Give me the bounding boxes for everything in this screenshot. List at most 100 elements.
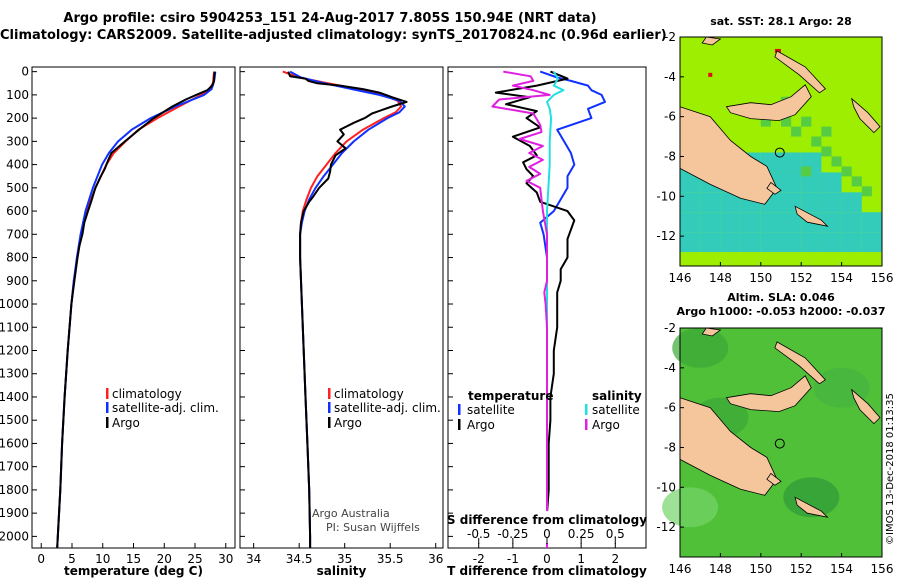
- depth-tick-label: 1900: [0, 506, 29, 520]
- x-axis-label: T difference from climatology: [447, 564, 647, 578]
- x-tick-label: 35.5: [377, 552, 404, 566]
- sst-cell: [760, 116, 771, 127]
- lon-tick-label: 150: [749, 562, 772, 576]
- depth-tick-label: 100: [6, 88, 29, 102]
- difference-panel: -2 -1 0 1 2T difference from climatology S di…: [447, 66, 647, 578]
- x-tick-label: 35: [337, 552, 352, 566]
- sst-cell: [841, 212, 862, 233]
- x-tick-label: 5: [68, 552, 76, 566]
- sst-cell: [700, 232, 721, 253]
- legend-label: satellite: [592, 403, 640, 417]
- land-mass: [774, 50, 827, 94]
- sst-cell: [781, 212, 802, 233]
- legend-label: climatology: [334, 387, 404, 401]
- x-tick-label: 0: [37, 552, 45, 566]
- series-line-climatology: [282, 70, 403, 548]
- x-tick-label: 25: [187, 552, 202, 566]
- depth-tick-label: 600: [6, 204, 29, 218]
- map-frame: [679, 327, 883, 558]
- sst-cell: [811, 136, 822, 147]
- land-mass: [851, 388, 881, 425]
- s-axis-tick-label: 0.25: [568, 527, 595, 541]
- sst-cell: [680, 172, 701, 193]
- lat-tick-label: -4: [664, 361, 676, 375]
- sst-cell: [851, 176, 862, 187]
- sst-hot-cell: [774, 48, 781, 53]
- depth-tick-label: 2000: [0, 529, 29, 543]
- sst-cell: [801, 166, 812, 177]
- x-axis-label: temperature (deg C): [64, 564, 203, 578]
- sst-cell: [831, 156, 842, 167]
- legend-swatch: [585, 419, 588, 430]
- depth-tick-label: 1700: [0, 460, 29, 474]
- sst-cell: [821, 212, 842, 233]
- credit-line-2: PI: Susan Wijffels: [326, 521, 420, 534]
- depth-tick-label: 1400: [0, 390, 29, 404]
- x-tick-label: 20: [157, 552, 172, 566]
- sst-cell: [720, 232, 741, 253]
- lat-tick-label: -10: [656, 189, 676, 203]
- argo-float-marker: [774, 147, 785, 158]
- x-tick-label: 36: [428, 552, 443, 566]
- sst-cell: [720, 212, 741, 233]
- salinity-panel: 34 34.5 35 35.5 36 salinity climatologysatelli…: [239, 66, 444, 578]
- figure-title-line-2: Climatology: CARS2009. Satellite-adjuste…: [0, 28, 667, 43]
- sst-cell: [821, 192, 842, 213]
- legend-swatch: [458, 404, 461, 415]
- x-tick-label: -1: [507, 552, 519, 566]
- lon-tick-label: 148: [709, 562, 732, 576]
- legend-label: Argo: [592, 418, 620, 432]
- sst-cell: [720, 192, 741, 213]
- sst-cell: [680, 232, 701, 253]
- legend-swatch: [106, 388, 109, 399]
- map-frame: [679, 36, 883, 267]
- series-line-satellite-adj-clim-: [56, 71, 217, 549]
- sst-cell: [801, 192, 822, 213]
- credit-line-1: Argo Australia: [312, 507, 390, 520]
- sst-cell: [821, 172, 842, 193]
- sst-cell: [680, 212, 701, 233]
- s-axis-title: S difference from climatology: [447, 513, 647, 527]
- lat-tick-label: -12: [656, 520, 676, 534]
- lat-tick-label: -12: [656, 229, 676, 243]
- legend-label: satellite-adj. clim.: [112, 401, 219, 415]
- depth-tick-label: 1100: [0, 320, 29, 334]
- x-tick-label: 15: [126, 552, 141, 566]
- land-mass: [766, 181, 782, 195]
- lat-tick-label: -8: [664, 440, 676, 454]
- legend-label: climatology: [112, 387, 182, 401]
- legend-label: satellite: [467, 403, 515, 417]
- sst-cell: [801, 232, 822, 253]
- legend-swatch: [106, 417, 109, 428]
- lat-tick-label: -2: [664, 321, 676, 335]
- lat-tick-label: -2: [664, 30, 676, 44]
- plot-frame: [239, 66, 444, 549]
- depth-tick-label: 1200: [0, 343, 29, 357]
- x-tick-label: 34.5: [286, 552, 313, 566]
- series-line-s-argo: [491, 70, 551, 548]
- sst-cell: [680, 192, 701, 213]
- sst-cell: [740, 232, 761, 253]
- legend-swatch: [328, 402, 331, 413]
- legend-label: Argo: [112, 416, 140, 430]
- land-mass: [794, 205, 829, 227]
- legend-swatch: [458, 419, 461, 430]
- sst-cell: [700, 192, 721, 213]
- depth-tick-label: 700: [6, 227, 29, 241]
- series-line-argo: [56, 71, 216, 549]
- sla-patch: [783, 477, 840, 518]
- sst-cell: [760, 232, 781, 253]
- lon-tick-label: 148: [709, 271, 732, 285]
- x-tick-label: 1: [577, 552, 585, 566]
- x-axis-label: salinity: [317, 564, 367, 578]
- sst-cell: [740, 212, 761, 233]
- sst-hot-cell: [708, 72, 713, 77]
- legend-swatch: [106, 402, 109, 413]
- lon-tick-label: 152: [790, 562, 813, 576]
- lon-tick-label: 150: [749, 271, 772, 285]
- depth-tick-label: 200: [6, 111, 29, 125]
- lon-tick-label: 146: [669, 271, 692, 285]
- depth-tick-label: 500: [6, 181, 29, 195]
- sst-cell: [801, 116, 812, 127]
- s-axis-tick-label: 0.5: [606, 527, 625, 541]
